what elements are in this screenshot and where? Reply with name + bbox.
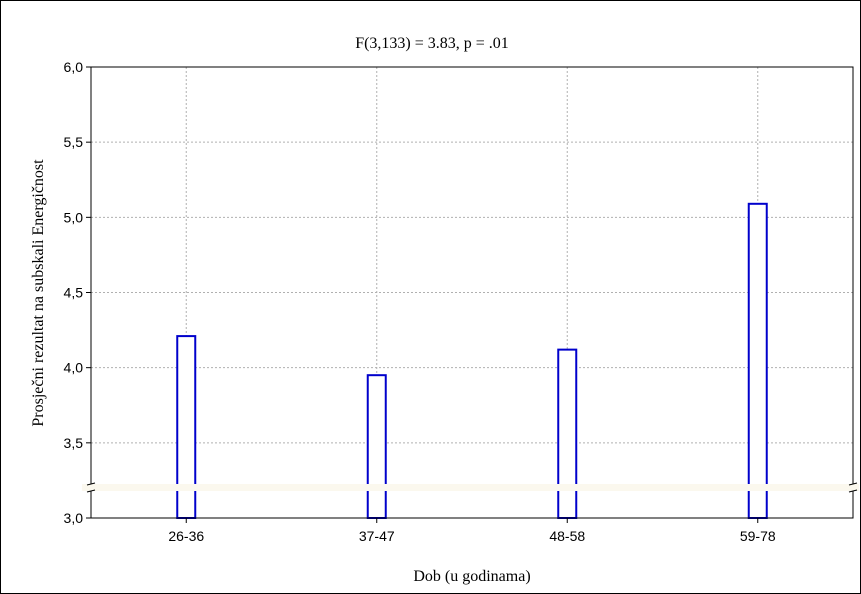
y-tick-label: 4,5 [64, 285, 84, 301]
y-tick-label: 3,5 [64, 435, 84, 451]
y-tick-label: 4,0 [64, 360, 84, 376]
y-tick-labels: 3,0 3,5 4,0 4,5 5,0 5,5 6,0 [64, 59, 84, 526]
grid-lines [91, 67, 853, 518]
x-tick-label: 37-47 [359, 528, 395, 544]
bar-59-78 [747, 202, 768, 519]
y-tick-label: 5,5 [64, 134, 84, 150]
y-tick-label: 3,0 [64, 510, 84, 526]
axis-break-mark [848, 489, 858, 493]
axis-break-mark [86, 489, 96, 493]
chart-title: F(3,133) = 3.83, p = .01 [355, 35, 509, 52]
axis-break-mark [86, 482, 96, 486]
y-axis-label: Prosječni rezultat na subskali Energično… [30, 159, 47, 427]
axis-break-mark [848, 482, 858, 486]
axis-break-band [82, 484, 859, 491]
y-tick-label: 5,0 [64, 209, 84, 225]
bar-37-47 [366, 374, 387, 519]
x-tick-label: 26-36 [168, 528, 204, 544]
x-tick-labels: 26-36 37-47 48-58 59-78 [168, 528, 776, 544]
x-tick-label: 48-58 [549, 528, 585, 544]
bars [176, 202, 768, 520]
axis-break [82, 482, 859, 493]
x-axis-label: Dob (u godinama) [413, 568, 530, 585]
bar-48-58 [557, 348, 578, 520]
axes [86, 66, 854, 523]
x-tick-label: 59-78 [740, 528, 776, 544]
y-tick-label: 6,0 [64, 59, 84, 75]
